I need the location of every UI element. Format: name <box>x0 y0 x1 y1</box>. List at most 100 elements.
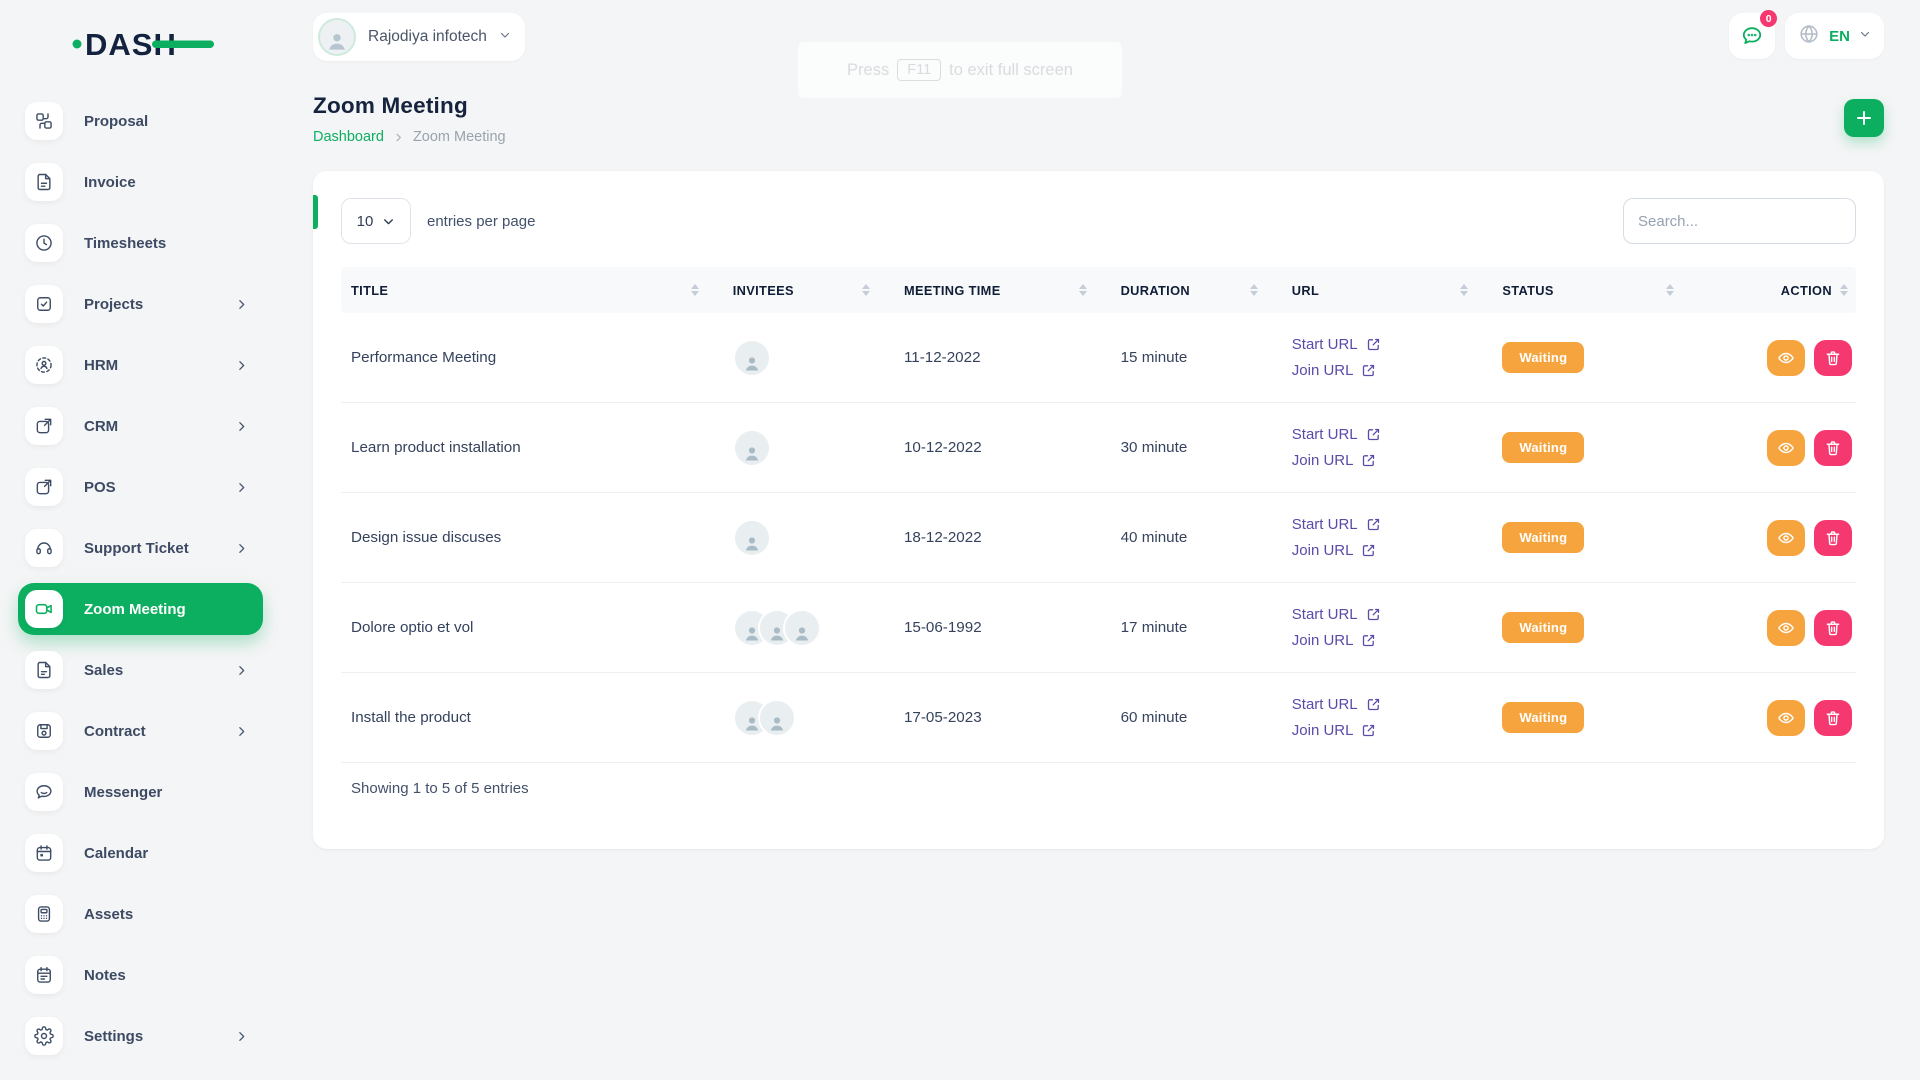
crm-icon <box>25 407 63 445</box>
sort-icon[interactable] <box>1249 284 1258 296</box>
meeting-time: 11-12-2022 <box>903 349 981 366</box>
chevron-right-icon <box>235 1030 248 1043</box>
company-selector[interactable]: Rajodiya infotech <box>313 13 525 61</box>
invitee-avatar <box>782 608 821 647</box>
column-header-meeting-time[interactable]: Meeting Time <box>894 267 1111 313</box>
pos-icon <box>25 468 63 506</box>
sidebar-item-zoom-meeting[interactable]: Zoom Meeting <box>18 583 263 635</box>
eye-icon <box>1778 622 1794 633</box>
column-header-duration[interactable]: Duration <box>1111 267 1282 313</box>
sidebar-item-messenger[interactable]: Messenger <box>18 766 263 818</box>
start-url-link[interactable]: Start URL <box>1292 332 1493 358</box>
join-url-link[interactable]: Join URL <box>1292 448 1493 474</box>
sidebar-item-support-ticket[interactable]: Support Ticket <box>18 522 263 574</box>
sidebar-item-notes[interactable]: Notes <box>18 949 263 1001</box>
language-selector[interactable]: EN <box>1785 13 1884 59</box>
delete-button[interactable] <box>1813 609 1852 646</box>
column-header-action[interactable]: Action <box>1698 267 1856 313</box>
sidebar-item-settings[interactable]: Settings <box>18 1010 263 1062</box>
sort-icon[interactable] <box>1666 284 1675 296</box>
trash-icon <box>1826 350 1840 365</box>
chevron-right-icon <box>393 132 404 143</box>
view-button[interactable] <box>1766 339 1805 376</box>
eye-icon <box>1778 532 1794 543</box>
start-url-link[interactable]: Start URL <box>1292 422 1493 448</box>
join-url-link[interactable]: Join URL <box>1292 538 1493 564</box>
main-area: Rajodiya infotech 0 EN <box>280 0 1920 849</box>
sidebar-item-calendar[interactable]: Calendar <box>18 827 263 879</box>
sidebar-item-projects[interactable]: Projects <box>18 278 263 330</box>
column-header-url[interactable]: URL <box>1282 267 1493 313</box>
sort-icon[interactable] <box>690 284 699 296</box>
sort-icon[interactable] <box>1460 284 1469 296</box>
sidebar-item-label: Notes <box>84 966 126 984</box>
start-url-link[interactable]: Start URL <box>1292 512 1493 538</box>
sidebar-item-timesheets[interactable]: Timesheets <box>18 217 263 269</box>
sort-icon[interactable] <box>1078 284 1087 296</box>
sidebar-item-pos[interactable]: POS <box>18 461 263 513</box>
sort-icon[interactable] <box>1839 284 1848 296</box>
sidebar-item-label: POS <box>84 478 116 496</box>
messages-button[interactable]: 0 <box>1729 10 1778 59</box>
join-url-link[interactable]: Join URL <box>1292 358 1493 384</box>
fullscreen-toast: Press F11 to exit full screen <box>798 42 1122 98</box>
external-link-icon <box>1363 724 1375 737</box>
action-cell <box>1698 609 1856 646</box>
brand-logo[interactable]: DASH <box>70 24 280 69</box>
timesheet-icon <box>25 224 63 262</box>
view-button[interactable] <box>1766 429 1805 466</box>
company-avatar <box>318 18 356 56</box>
external-link-icon <box>1367 338 1379 351</box>
column-header-status[interactable]: Status <box>1492 267 1698 313</box>
delete-button[interactable] <box>1813 519 1852 556</box>
delete-button[interactable] <box>1813 699 1852 736</box>
start-url-link[interactable]: Start URL <box>1292 692 1493 718</box>
page-head: Zoom Meeting Dashboard Zoom Meeting <box>280 61 1920 145</box>
column-header-title[interactable]: Title <box>341 267 723 313</box>
meeting-time: 10-12-2022 <box>903 439 982 456</box>
sidebar-item-crm[interactable]: CRM <box>18 400 263 452</box>
invitees-cell <box>723 608 894 647</box>
user-icon <box>795 626 808 640</box>
chevron-down-icon <box>499 28 511 46</box>
sidebar-item-sales[interactable]: Sales <box>18 644 263 696</box>
sidebar-item-proposal[interactable]: Proposal <box>18 95 263 147</box>
chevron-right-icon <box>235 664 248 677</box>
join-url-link[interactable]: Join URL <box>1292 718 1493 744</box>
view-button[interactable] <box>1766 699 1805 736</box>
breadcrumb-dashboard-link[interactable]: Dashboard <box>313 129 384 145</box>
page-title: Zoom Meeting <box>313 93 468 118</box>
sidebar-item-contract[interactable]: Contract <box>18 705 263 757</box>
delete-button[interactable] <box>1813 429 1852 466</box>
entries-per-page-select[interactable]: 10 <box>341 198 411 244</box>
sort-icon[interactable] <box>861 284 870 296</box>
chevron-down-icon <box>1859 27 1871 45</box>
status-cell: Waiting <box>1492 432 1698 463</box>
sidebar-item-label: Assets <box>84 905 134 923</box>
sidebar-item-invoice[interactable]: Invoice <box>18 156 263 208</box>
column-header-invitees[interactable]: Invitees <box>723 267 894 313</box>
url-cell: Start URL Join URL <box>1282 692 1493 744</box>
plus-icon <box>1857 111 1871 125</box>
assets-icon <box>25 895 63 933</box>
join-url-link[interactable]: Join URL <box>1292 628 1493 654</box>
sidebar-item-assets[interactable]: Assets <box>18 888 263 940</box>
meeting-title: Install the product <box>351 709 471 726</box>
action-cell <box>1698 519 1856 556</box>
search-input[interactable] <box>1623 198 1856 244</box>
add-meeting-button[interactable] <box>1844 99 1884 137</box>
sidebar-item-hrm[interactable]: HRM <box>18 339 263 391</box>
start-url-link[interactable]: Start URL <box>1292 602 1493 628</box>
invitee-avatar <box>757 698 796 737</box>
sidebar-item-label: HRM <box>84 356 119 374</box>
invitee-avatar <box>732 518 771 557</box>
status-badge: Waiting <box>1502 522 1585 553</box>
external-link-icon <box>1363 544 1375 557</box>
status-badge: Waiting <box>1502 432 1585 463</box>
invitee-avatar <box>732 338 771 377</box>
view-button[interactable] <box>1766 609 1805 646</box>
view-button[interactable] <box>1766 519 1805 556</box>
external-link-icon <box>1367 518 1379 531</box>
delete-button[interactable] <box>1813 339 1852 376</box>
table-row: Learn product installation 10-12-2022 30… <box>341 403 1856 493</box>
